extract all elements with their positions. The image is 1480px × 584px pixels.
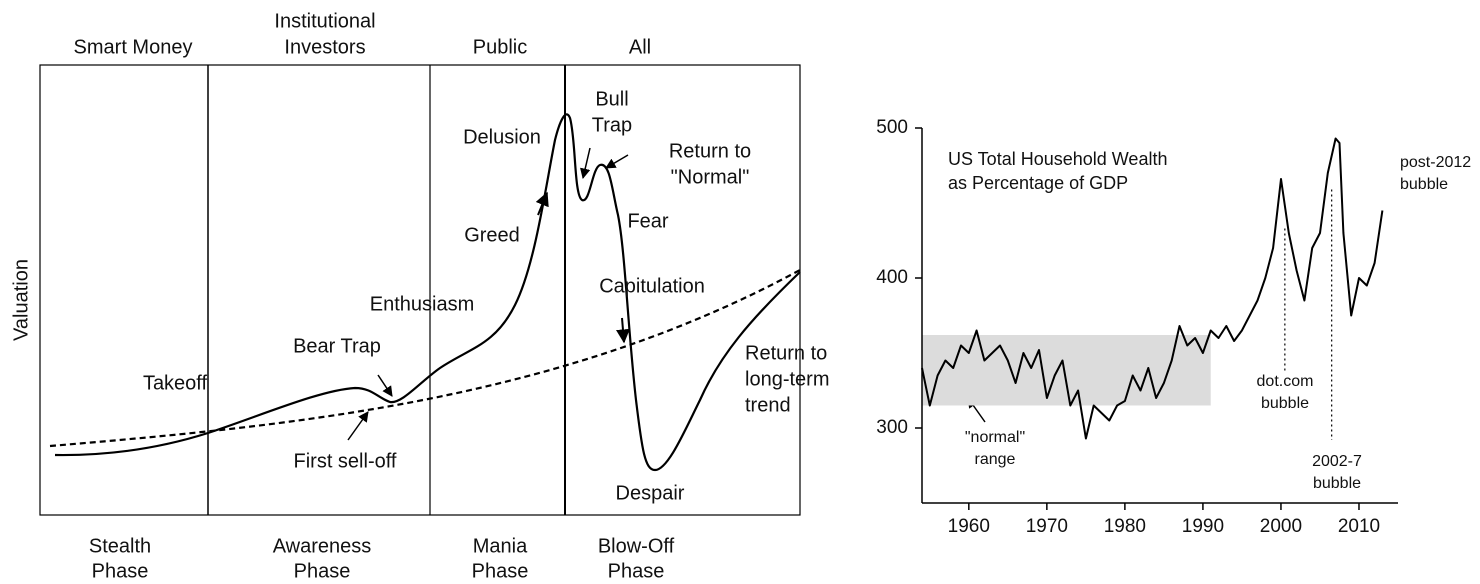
chart-title: as Percentage of GDP <box>948 173 1128 193</box>
group-label: All <box>629 36 651 58</box>
annotation: 2002-7 <box>1312 453 1362 470</box>
annotation: Greed <box>464 224 520 246</box>
annotation: bubble <box>1261 395 1309 412</box>
annotation: bubble <box>1400 176 1448 193</box>
group-label: Smart Money <box>74 36 193 58</box>
arrow <box>615 317 630 344</box>
wealth-line <box>921 137 1384 440</box>
annotation: Despair <box>616 482 685 504</box>
phase-label: Awareness <box>273 535 372 557</box>
y-tick-label: 500 <box>876 117 908 138</box>
annotation: "Normal" <box>671 166 750 188</box>
x-tick-label: 2010 <box>1338 516 1380 537</box>
arrow <box>605 154 629 169</box>
phase-label: Stealth <box>89 535 151 557</box>
arrow <box>535 191 549 216</box>
annotation: post-2012 <box>1400 154 1471 171</box>
arrow <box>347 411 369 441</box>
annotation: Return to <box>669 140 751 162</box>
band-label: range <box>975 451 1016 468</box>
phase-label: Mania <box>473 535 528 557</box>
y-tick-label: 400 <box>876 267 908 288</box>
arrow <box>377 374 393 397</box>
y-axis-label: Valuation <box>10 259 32 341</box>
annotation: Takeoff <box>143 372 208 394</box>
x-tick-label: 2000 <box>1260 516 1302 537</box>
cycle-diagram <box>39 64 986 516</box>
phase-label: Phase <box>608 560 665 582</box>
band-label: "normal" <box>965 429 1025 446</box>
x-tick-label: 1970 <box>1026 516 1068 537</box>
phase-label: Blow-Off <box>598 535 675 557</box>
group-label: Institutional <box>274 10 375 32</box>
annotation: Enthusiasm <box>370 293 475 315</box>
phase-label: Phase <box>294 560 351 582</box>
annotation: Return to <box>745 342 827 364</box>
chart-title: US Total Household Wealth <box>948 149 1167 169</box>
x-tick-label: 1980 <box>1104 516 1146 537</box>
y-tick-label: 300 <box>876 417 908 438</box>
annotation: Fear <box>627 210 668 232</box>
annotation: bubble <box>1313 475 1361 492</box>
annotation: trend <box>745 394 791 416</box>
group-label: Investors <box>284 36 365 58</box>
cycle-curve <box>54 113 801 472</box>
annotation: Delusion <box>463 126 541 148</box>
phase-label: Phase <box>472 560 529 582</box>
x-tick-label: 1960 <box>948 516 990 537</box>
diagram-frame <box>39 64 801 516</box>
annotation: Capitulation <box>599 275 705 297</box>
annotation: long-term <box>745 368 829 390</box>
group-label: Public <box>473 36 527 58</box>
arrow <box>580 147 591 180</box>
annotation: Bear Trap <box>293 335 381 357</box>
annotation: Trap <box>592 114 632 136</box>
trend-line <box>49 269 801 448</box>
annotation: First sell-off <box>294 450 397 472</box>
annotation: dot.com <box>1257 373 1314 390</box>
annotation: Bull <box>595 88 628 110</box>
phase-label: Phase <box>92 560 149 582</box>
x-tick-label: 1990 <box>1182 516 1224 537</box>
